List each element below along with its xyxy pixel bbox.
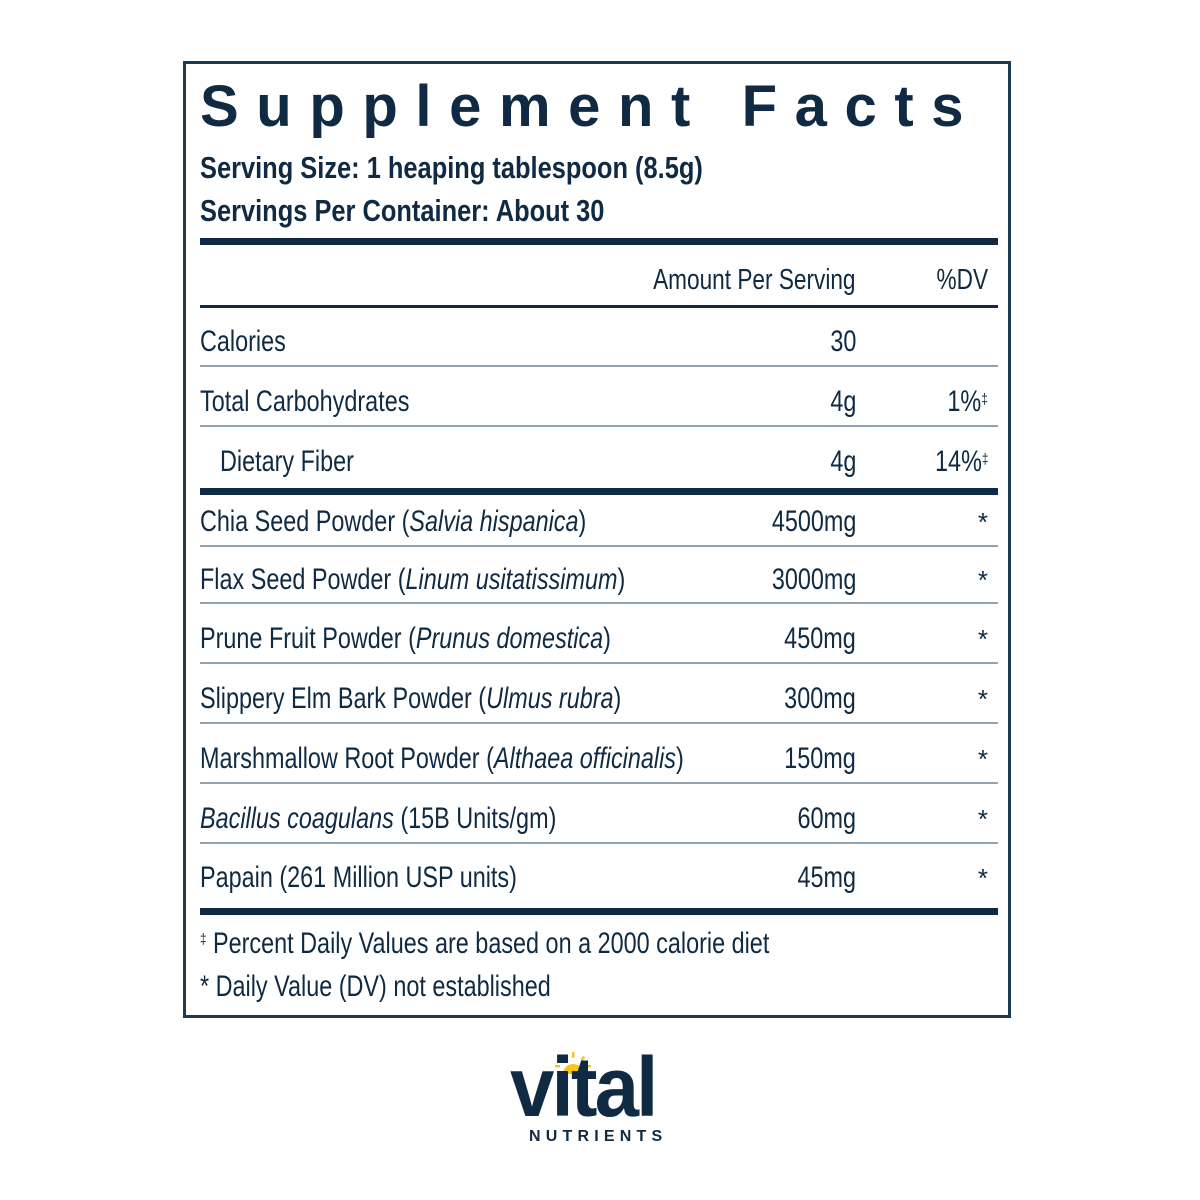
dagger-mark: ‡: [981, 451, 988, 468]
ingredient-dv: *: [977, 507, 988, 537]
dagger-mark: ‡: [200, 931, 207, 948]
row-divider: [200, 602, 998, 604]
column-header-row: Amount Per Serving %DV: [200, 260, 998, 300]
ingredient-dv: *: [977, 744, 988, 774]
brand-logo: vital NUTRIENTS: [500, 1042, 700, 1152]
ingredient-name: Marshmallow Root Powder (Althaea officin…: [200, 742, 684, 775]
dv-column-header: %DV: [936, 264, 988, 296]
ingredient-name: Prune Fruit Powder (Prunus domestica): [200, 622, 611, 655]
ingredient-amount: 150mg: [784, 742, 856, 775]
ingredient-dv: *: [977, 804, 988, 834]
row-divider: [200, 425, 998, 427]
footnote-dv-not-established: * Daily Value (DV) not established: [200, 970, 551, 1003]
ingredient-row-chia-seed: Chia Seed Powder (Salvia hispanica) 4500…: [200, 502, 998, 542]
thick-divider: [200, 238, 998, 245]
row-divider: [200, 365, 998, 367]
supplement-facts-panel: Supplement Facts Serving Size: 1 heaping…: [183, 61, 1011, 1018]
ingredient-amount: 300mg: [784, 682, 856, 715]
nutrient-name: Calories: [200, 325, 286, 358]
nutrient-row-total-carbohydrates: Total Carbohydrates 4g 1%‡: [200, 382, 998, 422]
servings-per-container: Servings Per Container: About 30: [200, 193, 605, 228]
nutrient-amount: 4g: [829, 445, 856, 478]
ingredient-amount: 4500mg: [771, 505, 856, 538]
row-divider: [200, 722, 998, 724]
nutrient-dv: 14%‡: [934, 445, 988, 478]
ingredient-name: Flax Seed Powder (Linum usitatissimum): [200, 563, 626, 596]
ingredient-name: Bacillus coagulans (15B Units/gm): [200, 802, 557, 835]
ingredient-dv: *: [977, 565, 988, 595]
serving-size: Serving Size: 1 heaping tablespoon (8.5g…: [200, 150, 703, 185]
nutrient-dv: 1%‡: [947, 385, 988, 418]
dagger-mark: ‡: [981, 391, 988, 408]
row-divider: [200, 662, 998, 664]
ingredient-name: Chia Seed Powder (Salvia hispanica): [200, 505, 587, 538]
ingredient-row-prune-fruit: Prune Fruit Powder (Prunus domestica) 45…: [200, 619, 998, 659]
row-divider: [200, 842, 998, 844]
ingredient-dv: *: [977, 624, 988, 654]
sun-icon: [555, 1052, 591, 1074]
thick-divider: [200, 908, 998, 915]
ingredient-dv: *: [977, 684, 988, 714]
panel-title: Supplement Facts: [200, 74, 982, 139]
thick-divider: [200, 488, 998, 495]
nutrient-name: Dietary Fiber: [220, 445, 354, 478]
ingredient-dv: *: [977, 863, 988, 893]
row-divider: [200, 545, 998, 547]
row-divider: [200, 782, 998, 784]
ingredient-name: Slippery Elm Bark Powder (Ulmus rubra): [200, 682, 622, 715]
ingredient-row-flax-seed: Flax Seed Powder (Linum usitatissimum) 3…: [200, 560, 998, 600]
ingredient-amount: 3000mg: [771, 563, 856, 596]
nutrient-amount: 4g: [829, 385, 856, 418]
ingredient-row-marshmallow-root: Marshmallow Root Powder (Althaea officin…: [200, 739, 998, 779]
nutrient-row-dietary-fiber: Dietary Fiber 4g 14%‡: [200, 442, 998, 482]
brand-subtitle: NUTRIENTS: [529, 1128, 668, 1145]
ingredient-amount: 450mg: [784, 622, 856, 655]
ingredient-row-papain: Papain (261 Million USP units) 45mg *: [200, 858, 998, 898]
ingredient-row-slippery-elm: Slippery Elm Bark Powder (Ulmus rubra) 3…: [200, 679, 998, 719]
nutrient-row-calories: Calories 30: [200, 322, 998, 362]
footnote-percent-dv: ‡ Percent Daily Values are based on a 20…: [200, 927, 770, 960]
nutrient-amount: 30: [829, 325, 856, 358]
ingredient-row-bacillus-coagulans: Bacillus coagulans (15B Units/gm) 60mg *: [200, 799, 998, 839]
ingredient-name: Papain (261 Million USP units): [200, 861, 517, 894]
nutrient-name: Total Carbohydrates: [200, 385, 410, 418]
ingredient-amount: 60mg: [797, 802, 856, 835]
amount-column-header: Amount Per Serving: [653, 264, 856, 296]
ingredient-amount: 45mg: [797, 861, 856, 894]
brand-name: vital: [510, 1040, 658, 1134]
header-divider: [200, 305, 998, 308]
